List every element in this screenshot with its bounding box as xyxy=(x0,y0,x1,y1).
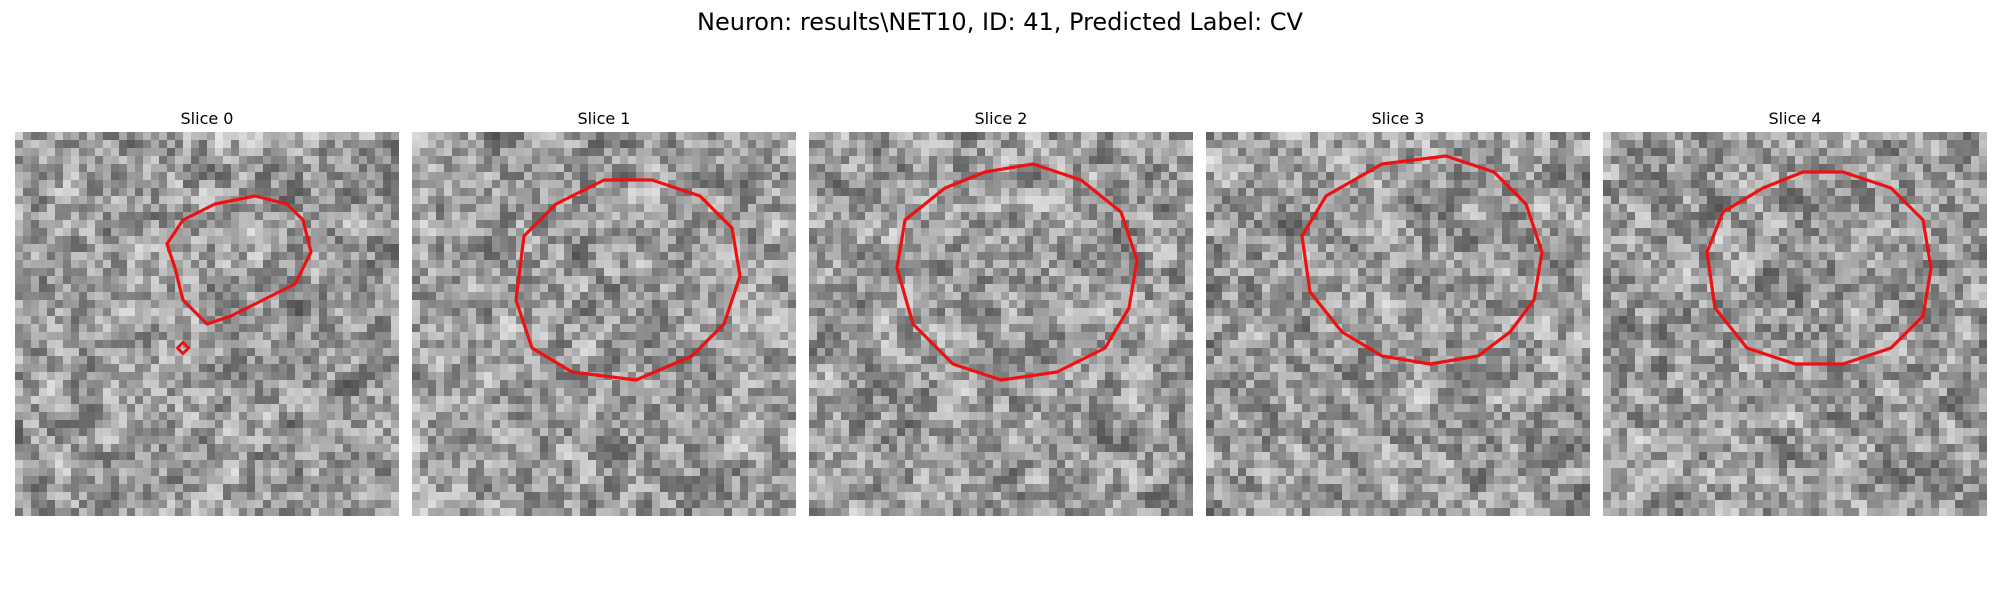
slice-title: Slice 2 xyxy=(974,109,1028,128)
slice-image xyxy=(1206,132,1590,516)
slice-image xyxy=(15,132,399,516)
slice-title: Slice 4 xyxy=(1768,109,1822,128)
slice-image xyxy=(809,132,1193,516)
figure-title: Neuron: results\NET10, ID: 41, Predicted… xyxy=(697,8,1303,36)
slice-panel: Slice 3 xyxy=(1206,108,1590,516)
segmentation-contour xyxy=(514,178,742,382)
slice-title: Slice 1 xyxy=(577,109,631,128)
segmentation-contour xyxy=(895,162,1139,382)
slice-panel: Slice 2 xyxy=(809,108,1193,516)
slice-image xyxy=(412,132,796,516)
slice-panel: Slice 0 xyxy=(15,108,399,516)
segmentation-contour xyxy=(1300,154,1544,366)
slice-panel: Slice 1 xyxy=(412,108,796,516)
slice-title: Slice 0 xyxy=(180,109,234,128)
slice-title: Slice 3 xyxy=(1371,109,1425,128)
slice-panel: Slice 4 xyxy=(1603,108,1987,516)
segmentation-fragment xyxy=(175,340,191,356)
slice-image xyxy=(1603,132,1987,516)
segmentation-contour xyxy=(1705,170,1933,366)
segmentation-contour xyxy=(165,194,313,326)
